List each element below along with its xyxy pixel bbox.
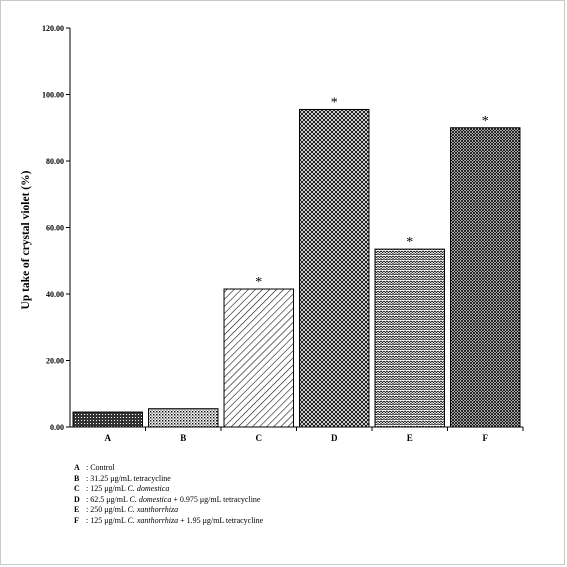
significance-marker: *: [255, 275, 262, 290]
legend-text: : Control: [86, 463, 115, 472]
legend-key: F: [74, 515, 79, 525]
x-tick-label: A: [105, 433, 112, 443]
significance-marker: *: [406, 235, 413, 250]
significance-marker: *: [482, 114, 489, 129]
bar-a: [72, 411, 143, 428]
legend-text: : 125 μg/mL C. domestica: [86, 484, 170, 494]
y-tick-label: 20.00: [46, 357, 64, 366]
legend-item: F : 125 μg/mL C. xanthorrhiza + 1.95 μg/m…: [74, 516, 263, 527]
legend-text: : 62.5 μg/mL C. domestica + 0.975 μg/mL …: [86, 494, 261, 504]
legend-key: D: [74, 494, 80, 504]
x-tick-label: E: [407, 433, 413, 443]
y-tick-label: 40.00: [46, 290, 64, 299]
legend-item: A : Control: [74, 463, 263, 474]
legend-key: B: [74, 473, 80, 483]
bar-d: [299, 108, 370, 428]
bar-f: [450, 127, 521, 428]
bar-b: [148, 408, 219, 428]
legend-key: A: [74, 463, 80, 472]
x-tick-label: F: [483, 433, 489, 443]
x-tick-label: C: [256, 433, 263, 443]
legend-text: : 125 μg/mL C. xanthorrhiza + 1.95 μg/mL…: [86, 515, 264, 525]
y-tick-label: 60.00: [46, 224, 64, 233]
bar-e: [374, 248, 445, 428]
x-tick-label: B: [180, 433, 186, 443]
legend: A : Control B : 31.25 μg/mL tetracycline C : …: [74, 463, 263, 527]
legend-item: E : 250 μg/mL C. xanthorrhiza: [74, 505, 263, 516]
legend-text: : 31.25 μg/mL tetracycline: [86, 473, 171, 483]
y-tick-label: 120.00: [42, 24, 64, 33]
bar-chart: 0.00 20.00 40.00 60.00 80.00 100.00 120.00 A B C *…: [20, 24, 524, 443]
legend-key: C: [74, 484, 80, 494]
x-tick-label: D: [331, 433, 338, 443]
y-axis-label: Up take of crystal violet (%): [20, 170, 32, 309]
legend-text: : 250 μg/mL C. xanthorrhiza: [86, 505, 179, 515]
y-tick-label: 100.00: [42, 91, 64, 100]
legend-item: D : 62.5 μg/mL C. domestica + 0.975 μg/mL…: [74, 495, 263, 506]
legend-key: E: [74, 505, 80, 515]
legend-item: C : 125 μg/mL C. domestica: [74, 484, 263, 495]
y-tick-label: 0.00: [50, 423, 64, 432]
legend-item: B : 31.25 μg/mL tetracycline: [74, 474, 263, 485]
y-tick-label: 80.00: [46, 157, 64, 166]
bar-c: [223, 288, 294, 428]
significance-marker: *: [331, 95, 338, 110]
